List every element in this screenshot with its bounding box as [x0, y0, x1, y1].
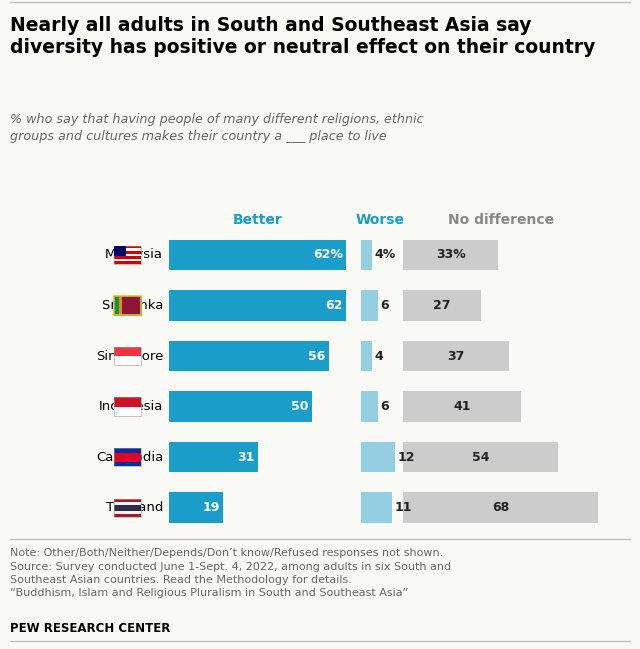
Text: Indonesia: Indonesia	[99, 400, 163, 413]
Bar	[403, 341, 509, 371]
Bar	[403, 442, 558, 472]
Bar	[360, 341, 372, 371]
Text: No difference: No difference	[447, 213, 554, 227]
Text: 12: 12	[397, 450, 415, 463]
Text: 19: 19	[202, 501, 220, 514]
Text: 27: 27	[433, 299, 451, 312]
Text: 33%: 33%	[436, 249, 465, 262]
Text: Worse: Worse	[356, 213, 405, 227]
Text: 56: 56	[308, 350, 326, 363]
Bar	[403, 391, 521, 422]
Text: Better: Better	[233, 213, 282, 227]
Text: 62%: 62%	[313, 249, 343, 262]
Text: 31: 31	[237, 450, 254, 463]
Text: 62: 62	[325, 299, 343, 312]
Text: % who say that having people of many different religions, ethnic
groups and cult: % who say that having people of many dif…	[10, 113, 423, 143]
Bar	[169, 290, 346, 321]
Text: 37: 37	[447, 350, 465, 363]
Text: 11: 11	[394, 501, 412, 514]
Text: Note: Other/Both/Neither/Depends/Don’t know/Refused responses not shown.
Source:: Note: Other/Both/Neither/Depends/Don’t k…	[10, 548, 451, 598]
Bar	[360, 442, 395, 472]
Text: Sri Lanka: Sri Lanka	[102, 299, 163, 312]
Text: PEW RESEARCH CENTER: PEW RESEARCH CENTER	[10, 622, 170, 635]
Bar	[403, 239, 498, 270]
Text: Nearly all adults in South and Southeast Asia say
diversity has positive or neut: Nearly all adults in South and Southeast…	[10, 16, 595, 57]
Bar	[360, 493, 392, 523]
Text: Thailand: Thailand	[106, 501, 163, 514]
Text: Singapore: Singapore	[96, 350, 163, 363]
Text: 4%: 4%	[374, 249, 396, 262]
Text: Malaysia: Malaysia	[105, 249, 163, 262]
Text: 4: 4	[374, 350, 383, 363]
Bar	[360, 239, 372, 270]
Text: 54: 54	[472, 450, 490, 463]
Bar	[169, 239, 346, 270]
Bar	[169, 391, 312, 422]
Text: 41: 41	[453, 400, 471, 413]
Bar	[169, 442, 257, 472]
Bar	[403, 290, 481, 321]
Bar	[403, 493, 598, 523]
Text: Cambodia: Cambodia	[96, 450, 163, 463]
Bar	[169, 493, 223, 523]
Text: 68: 68	[492, 501, 509, 514]
Text: 50: 50	[291, 400, 308, 413]
Bar	[360, 290, 378, 321]
Text: 6: 6	[380, 299, 388, 312]
Text: 6: 6	[380, 400, 388, 413]
Bar	[360, 391, 378, 422]
Bar	[169, 341, 329, 371]
